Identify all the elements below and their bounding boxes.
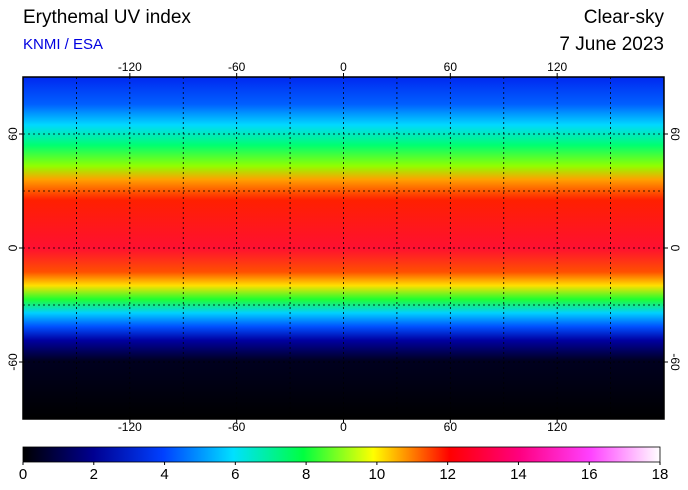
lon-tick-label: 60	[444, 420, 458, 434]
lat-tick-label: 60	[668, 127, 682, 141]
lat-tick-label: -60	[6, 353, 20, 371]
colorbar-tick-label: 18	[652, 466, 669, 483]
lat-tick-label: 0	[668, 245, 682, 252]
lon-tick-label: -60	[228, 60, 246, 74]
lon-tick-label: 120	[547, 420, 567, 434]
date: 7 June 2023	[559, 34, 664, 55]
lon-tick-label: 0	[340, 420, 347, 434]
lat-tick-label: 0	[6, 244, 20, 251]
lon-tick-label: 60	[444, 60, 458, 74]
title: Erythemal UV index	[23, 7, 191, 28]
lat-tick-label: -60	[668, 353, 682, 371]
colorbar-tick-label: 4	[160, 466, 168, 483]
lon-tick-label: -120	[118, 60, 142, 74]
colorbar-tick-label: 12	[439, 466, 456, 483]
lon-tick-label: 120	[547, 60, 567, 74]
lat-tick-label: 60	[6, 127, 20, 141]
colorbar-tick-label: 0	[19, 466, 27, 483]
source: KNMI / ESA	[23, 36, 103, 53]
colorbar-tick-label: 10	[369, 466, 386, 483]
lon-tick-label: -60	[228, 420, 246, 434]
lon-tick-label: 0	[340, 60, 347, 74]
sky-condition: Clear-sky	[584, 7, 665, 28]
colorbar-tick-label: 14	[510, 466, 527, 483]
colorbar-tick-label: 2	[90, 466, 98, 483]
colorbar-tick-label: 16	[581, 466, 598, 483]
lon-tick-label: -120	[118, 420, 142, 434]
colorbar-tick-label: 6	[231, 466, 239, 483]
colorbar	[22, 446, 661, 463]
colorbar-tick-label: 8	[302, 466, 310, 483]
